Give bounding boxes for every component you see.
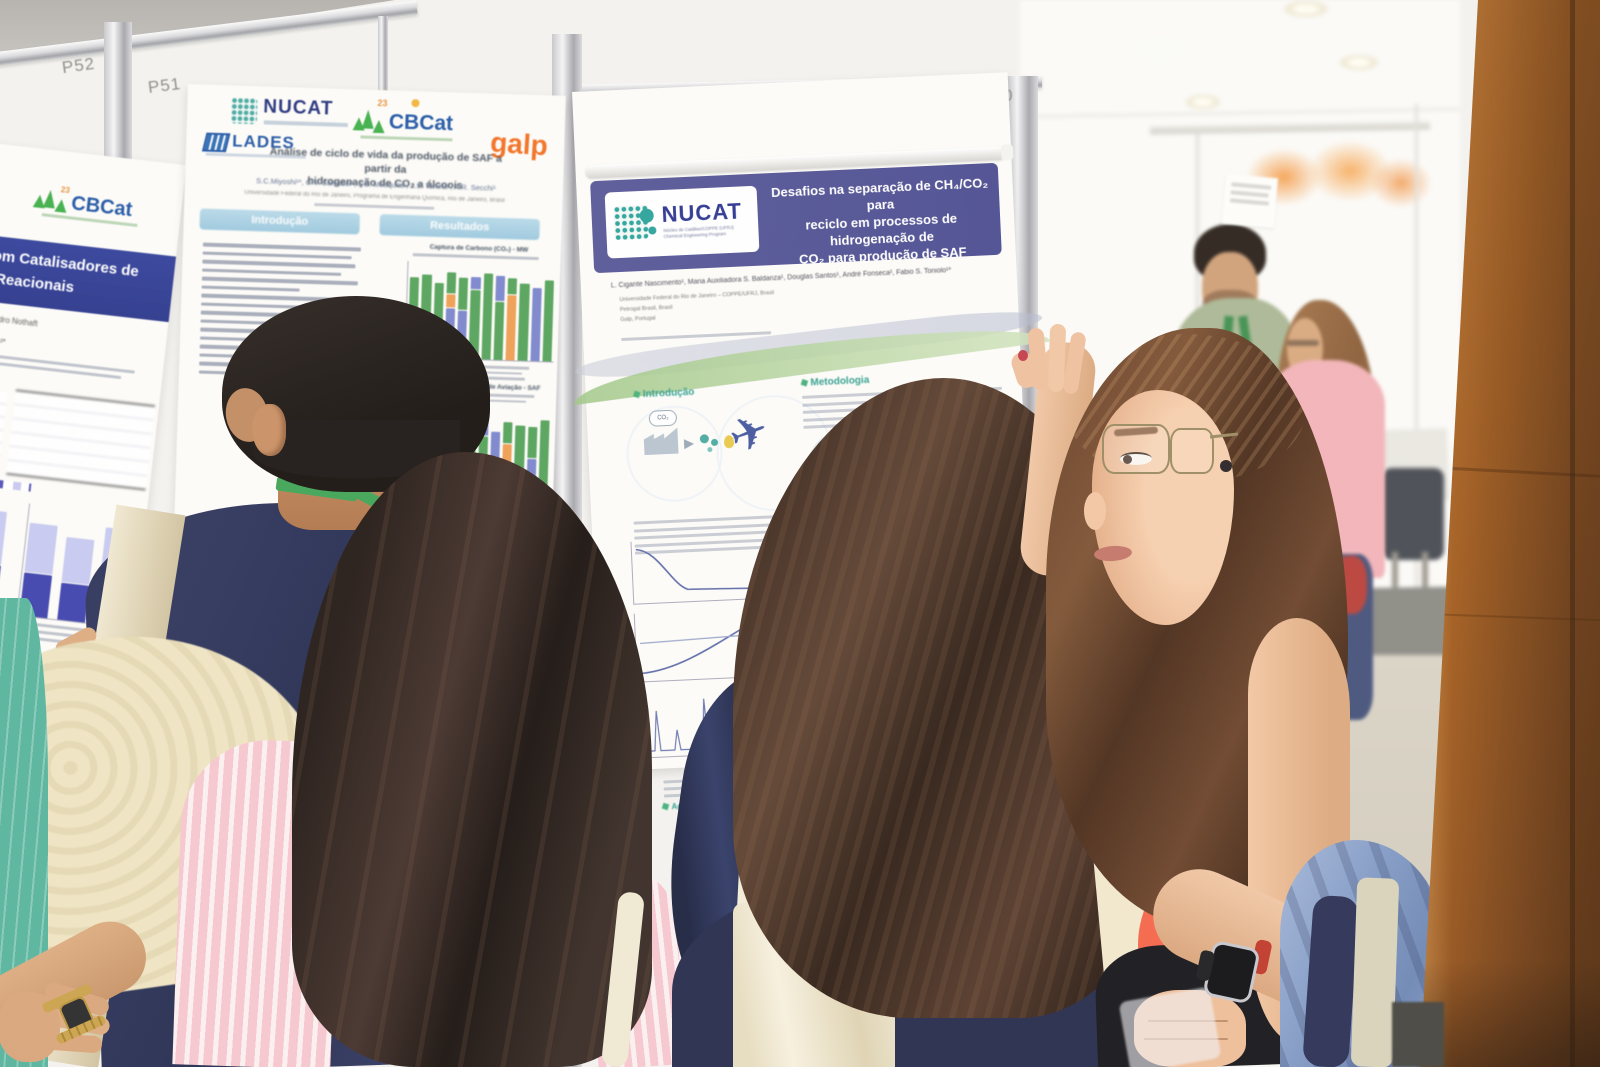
left-poster-authors1: Suller Garcia¹·³, Pedro Nothaft xyxy=(0,307,39,329)
nucat-tagline: Núcleo de Catálise/COPPE (UFRJ) Chemical… xyxy=(663,225,734,241)
wood-bottom-shadow xyxy=(1420,960,1600,1067)
hair-wave-streaks xyxy=(292,452,652,1067)
paper-sign xyxy=(1221,173,1279,229)
co2-cloud-icon: CO₂ xyxy=(648,409,678,427)
chair-leg xyxy=(1422,552,1428,614)
cbcat-logo-p51: 23 CBCat xyxy=(352,98,463,152)
man-navy-ear xyxy=(252,404,286,456)
leaf-icon xyxy=(633,390,641,399)
left-poster-title-banner: nação com Catalisadores de ndições Reaci… xyxy=(0,229,177,323)
nucat-icon-dot xyxy=(648,226,657,235)
nucat-logo-small: NUCAT xyxy=(230,95,356,135)
iris xyxy=(1123,455,1132,464)
panel-label-p51: P51 xyxy=(146,74,183,97)
cbcat-year: 23 xyxy=(60,185,71,196)
nucat-logo-text: NUCAT xyxy=(661,198,743,228)
warm-light-glow xyxy=(1370,158,1432,208)
wood-groove xyxy=(1570,0,1575,1067)
cbcat-logo-subline xyxy=(360,135,453,142)
cbcat-year: 23 xyxy=(377,97,388,109)
panel-joint-line xyxy=(1415,104,1418,724)
sun-icon xyxy=(411,99,420,108)
left-poster-authors2: Ribeiro de Almeida¹·²* xyxy=(0,329,7,347)
poster-roll-knob xyxy=(1000,144,1014,161)
arrow-icon xyxy=(683,438,695,450)
p50-section-intro: Introdução xyxy=(633,387,695,401)
p51-results-banner: Resultados xyxy=(379,214,540,241)
p50-affiliations: Universidade Federal do Rio de Janeiro –… xyxy=(619,289,775,326)
glasses-right-lens xyxy=(1170,428,1214,474)
cbcat-tree-icon xyxy=(54,198,68,213)
left-poster-table-left xyxy=(0,382,8,466)
nucat-logo-subline xyxy=(263,120,348,128)
p50-header-banner: NUCAT Núcleo de Catálise/COPPE (UFRJ) Ch… xyxy=(590,162,1002,274)
nucat-icon-dot xyxy=(639,208,655,224)
presenter-eye xyxy=(1120,452,1152,465)
ceiling-light xyxy=(1338,54,1380,71)
presenter-earring xyxy=(1220,460,1232,472)
nucat-logo-text: NUCAT xyxy=(262,96,334,120)
p50-title: Desafios na separação de CH₄/CO₂ para re… xyxy=(768,175,994,269)
panel-label-p52: P52 xyxy=(60,53,97,78)
pink-woman-hair xyxy=(292,452,652,1067)
sign-text-lines xyxy=(1224,174,1278,206)
paper-sign-far xyxy=(1139,35,1181,63)
left-poster-table xyxy=(6,389,156,491)
woman-glasses xyxy=(1287,340,1319,346)
cbcat-logo: 23 CBCat xyxy=(30,185,154,245)
distant-chair xyxy=(1382,468,1444,560)
bar-chart xyxy=(0,490,11,614)
left-poster-affiliation-lines xyxy=(0,346,135,385)
distant-booth-rail xyxy=(1149,121,1431,135)
lades-icon xyxy=(201,132,231,153)
ceiling-light xyxy=(1184,94,1222,110)
chair-leg xyxy=(1392,552,1398,614)
nucat-icon xyxy=(230,97,258,125)
ceiling-light xyxy=(1282,0,1330,18)
booth-post-faint xyxy=(378,16,388,136)
ceiling-wall-line xyxy=(1020,108,1460,118)
leaf-icon xyxy=(661,802,670,811)
glasses-left-lens xyxy=(1102,424,1170,474)
floor-shadow-gap xyxy=(1392,1002,1444,1067)
nucat-logo-box: NUCAT Núcleo de Catálise/COPPE (UFRJ) Ch… xyxy=(604,185,760,259)
cbcat-tree-icon xyxy=(372,119,385,134)
results-line-chart-a xyxy=(630,535,765,605)
cbcat-logo-text: CBCat xyxy=(388,110,454,136)
red-nail xyxy=(1018,350,1028,361)
presenter-nose xyxy=(1084,492,1106,530)
smartwatch xyxy=(1192,932,1273,1008)
p51-intro-banner: Introdução xyxy=(199,208,361,235)
